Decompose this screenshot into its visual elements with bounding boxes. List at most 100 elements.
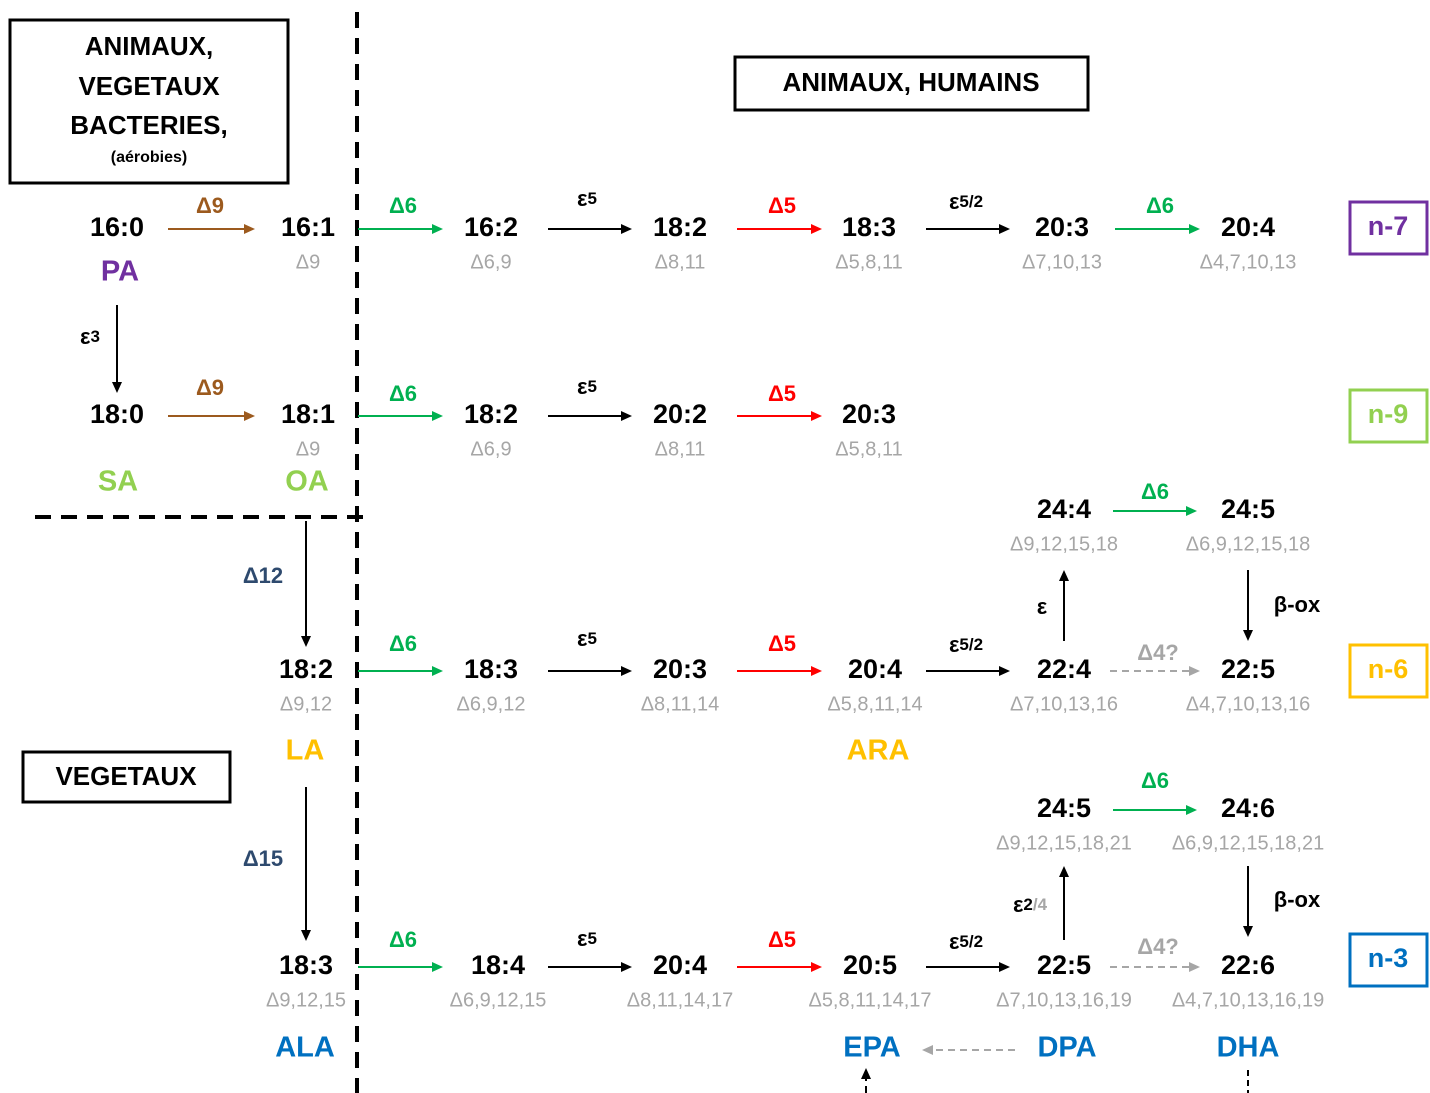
arrow-head (999, 224, 1010, 234)
node-label: 18:3 (464, 654, 518, 684)
node-label: 20:4 (1221, 212, 1275, 242)
node-sub: Δ7,10,13 (1022, 251, 1102, 273)
node-sub: Δ9,12,15,18 (1010, 533, 1118, 555)
enzyme-sub: /4 (1033, 895, 1048, 914)
enzyme-symbol: ε (577, 926, 588, 951)
arrow-head (432, 224, 443, 234)
enzyme-label: Δ9 (196, 375, 224, 400)
enzyme-label: Δ9 (196, 193, 224, 218)
arrow-head (999, 962, 1010, 972)
arrow-head (1189, 224, 1200, 234)
enzyme-symbol: Δ4? (1137, 640, 1179, 665)
enzyme-symbol: Δ15 (243, 846, 283, 871)
node-sub: Δ8,11 (655, 251, 706, 273)
arrow-head (621, 411, 632, 421)
enzyme-label: Δ15 (243, 846, 283, 871)
arrow-head (1189, 666, 1200, 676)
node-label: 24:5 (1037, 793, 1091, 823)
arrow-head (1186, 506, 1197, 516)
node-sub: Δ6,9 (470, 251, 511, 273)
enzyme-sub: 5 (587, 929, 596, 948)
node-label: 24:4 (1037, 494, 1091, 524)
node-sub: Δ4,7,10,13 (1200, 251, 1297, 273)
enzyme-symbol: ε (577, 626, 588, 651)
enzyme-symbol: ε (949, 632, 960, 657)
enzyme-symbol: Δ5 (768, 193, 796, 218)
enzyme-symbol: ε (1013, 892, 1024, 917)
node-label: 18:2 (464, 399, 518, 429)
node-label: 20:4 (848, 654, 902, 684)
acid-name: ARA (847, 735, 910, 767)
enzyme-symbol: ε (577, 374, 588, 399)
acid-name: OA (285, 466, 329, 498)
enzyme-sub: 5/2 (959, 192, 983, 211)
enzyme-symbol: Δ6 (1141, 479, 1169, 504)
enzyme-sub: 5 (587, 629, 596, 648)
enzyme-label: Δ6 (389, 381, 417, 406)
arrow-head (1059, 866, 1069, 877)
acid-name: ALA (275, 1032, 335, 1064)
enzyme-label: Δ6 (389, 927, 417, 952)
node-label: 24:5 (1221, 494, 1275, 524)
arrow-head (811, 224, 822, 234)
node-sub: Δ8,11,14,17 (627, 989, 733, 1011)
enzyme-symbol: Δ6 (389, 381, 417, 406)
enzyme-sub: 5 (587, 189, 596, 208)
enzyme-symbol: ε (1037, 594, 1048, 619)
family-box (1348, 932, 1429, 988)
family-label: n-3 (1368, 943, 1409, 973)
node-sub: Δ8,11,14 (641, 693, 720, 715)
arrow-head (811, 666, 822, 676)
family-box (1348, 388, 1429, 444)
acid-name: EPA (843, 1032, 901, 1064)
acid-name: PA (101, 256, 139, 288)
node-sub: Δ5,8,11 (835, 251, 902, 273)
node-label: 20:4 (653, 950, 707, 980)
box-text: BACTERIES, (70, 110, 227, 140)
node-sub: Δ6,9,12,15,18 (1186, 533, 1311, 555)
enzyme-label: β-ox (1274, 592, 1321, 617)
arrow-head (112, 382, 122, 393)
box-bottom-left (21, 750, 232, 804)
node-sub: Δ9,12,15 (266, 989, 346, 1011)
enzyme-label: Δ5 (768, 631, 796, 656)
acid-name: DHA (1217, 1032, 1280, 1064)
arrow-head (301, 930, 311, 941)
node-sub: Δ9,12,15,18,21 (996, 832, 1132, 854)
enzyme-label: ε5 (577, 374, 597, 399)
box-text: VEGETAUX (55, 761, 197, 791)
enzyme-label: Δ6 (1146, 193, 1174, 218)
node-label: 18:4 (471, 950, 525, 980)
arrow-head (811, 962, 822, 972)
enzyme-symbol: Δ6 (389, 631, 417, 656)
arrow-head (861, 1068, 871, 1079)
enzyme-symbol: Δ9 (196, 193, 224, 218)
box-top-left (8, 18, 290, 185)
family-box (1348, 643, 1429, 699)
enzyme-label: ε2/4 (1013, 892, 1048, 917)
arrow-head (1186, 805, 1197, 815)
enzyme-label: Δ4? (1137, 640, 1179, 665)
box-text: ANIMAUX, (85, 31, 214, 61)
enzyme-symbol: Δ6 (389, 193, 417, 218)
node-label: 24:6 (1221, 793, 1275, 823)
enzyme-symbol: Δ5 (768, 381, 796, 406)
node-label: 20:3 (842, 399, 896, 429)
node-label: 20:2 (653, 399, 707, 429)
enzyme-symbol: ε (949, 189, 960, 214)
enzyme-label: ε5/2 (949, 929, 983, 954)
enzyme-symbol: β-ox (1274, 887, 1321, 912)
node-label: 18:2 (653, 212, 707, 242)
enzyme-sub: 5 (587, 377, 596, 396)
arrow-head (999, 666, 1010, 676)
node-label: 22:4 (1037, 654, 1091, 684)
enzyme-symbol: Δ5 (768, 631, 796, 656)
enzyme-label: ε (1037, 594, 1048, 619)
arrow-head (244, 224, 255, 234)
acid-name: SA (98, 466, 138, 498)
enzyme-label: Δ6 (1141, 479, 1169, 504)
enzyme-label: Δ6 (389, 631, 417, 656)
node-label: 18:3 (279, 950, 333, 980)
enzyme-symbol: Δ12 (243, 563, 283, 588)
